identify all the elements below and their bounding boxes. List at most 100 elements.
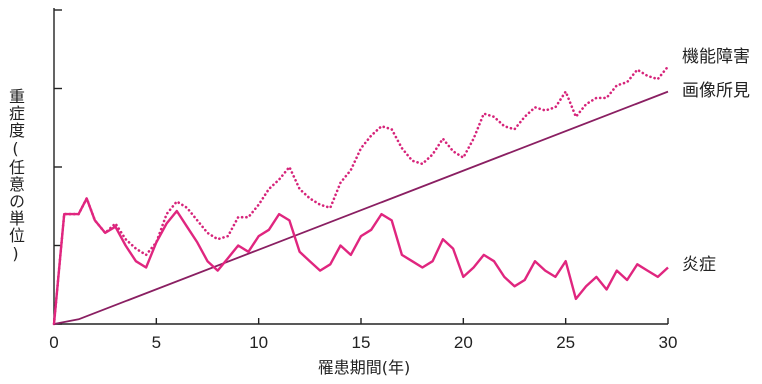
- series-0-point-14: [197, 220, 198, 221]
- x-tick-label-6: 30: [659, 333, 678, 352]
- series-2-point-46: [524, 279, 525, 280]
- series-2-point-29: [350, 254, 351, 255]
- series-2-point-33: [391, 220, 392, 221]
- series-2-point-10: [156, 242, 157, 243]
- series-2-point-1: [64, 214, 65, 215]
- series-2-point-31: [371, 229, 372, 230]
- series-0-point-24: [299, 188, 300, 189]
- x-tick-label-1: 5: [152, 333, 161, 352]
- series-2-point-27: [330, 264, 331, 265]
- series-2-point-17: [227, 258, 228, 259]
- series-2-point-55: [616, 270, 617, 271]
- series-2-point-44: [504, 276, 505, 277]
- series-2-point-50: [565, 261, 566, 262]
- series-0-point-6: [115, 223, 116, 224]
- series-2-point-28: [340, 245, 341, 246]
- series-0-point-36: [422, 163, 423, 164]
- series-line-1: [53, 90, 669, 325]
- series-label-functional: 機能障害: [682, 47, 750, 67]
- series-0-point-53: [596, 97, 597, 98]
- series-0-point-55: [616, 85, 617, 86]
- series-2-point-30: [360, 236, 361, 237]
- series-0-point-35: [412, 160, 413, 161]
- x-tick-label-2: 10: [249, 333, 268, 352]
- series-0-point-28: [340, 182, 341, 183]
- series-0-point-11: [166, 214, 167, 215]
- series-2-point-15: [207, 261, 208, 262]
- series-0-point-56: [627, 82, 628, 83]
- series-2-point-2: [78, 214, 79, 215]
- series-2-point-42: [483, 254, 484, 255]
- series-2-point-59: [657, 276, 658, 277]
- series-0-point-18: [238, 217, 239, 218]
- x-tick-label-5: 25: [556, 333, 575, 352]
- series-2-point-14: [197, 242, 198, 243]
- series-layer: [52, 65, 670, 326]
- series-0-point-44: [504, 126, 505, 127]
- series-2-point-9: [146, 267, 147, 268]
- series-0-point-50: [565, 91, 566, 92]
- series-2-point-24: [299, 251, 300, 252]
- series-2-point-26: [320, 270, 321, 271]
- series-2-point-41: [473, 267, 474, 268]
- series-0-point-13: [186, 207, 187, 208]
- series-0-point-20: [258, 204, 259, 205]
- series-1-point-1: [78, 319, 79, 320]
- series-2-point-36: [422, 267, 423, 268]
- series-1-point-2: [667, 91, 668, 92]
- series-0-point-8: [135, 248, 136, 249]
- series-0-point-27: [330, 207, 331, 208]
- series-2-point-11: [166, 223, 167, 224]
- series-2-point-34: [401, 254, 402, 255]
- series-0-point-9: [146, 254, 147, 255]
- series-0-point-57: [637, 69, 638, 70]
- series-2-point-38: [442, 239, 443, 240]
- series-2-point-52: [586, 286, 587, 287]
- series-0-point-34: [401, 148, 402, 149]
- series-2-point-13: [186, 226, 187, 227]
- series-0-point-21: [268, 188, 269, 189]
- x-axis-title: 罹患期間(年): [318, 358, 411, 377]
- series-2-point-12: [176, 210, 177, 211]
- series-0-point-12: [176, 201, 177, 202]
- series-2-point-49: [555, 276, 556, 277]
- series-2-point-0: [53, 323, 54, 324]
- series-2-point-51: [575, 298, 576, 299]
- series-2-point-45: [514, 286, 515, 287]
- series-0-point-60: [667, 66, 668, 67]
- series-2-point-40: [463, 276, 464, 277]
- series-0-point-23: [289, 166, 290, 167]
- series-line-0: [52, 65, 670, 326]
- series-0-point-32: [381, 126, 382, 127]
- series-0-point-40: [463, 157, 464, 158]
- series-0-point-58: [647, 75, 648, 76]
- y-axis-title: 重症度(任意の単位): [6, 88, 25, 264]
- series-2-point-53: [596, 276, 597, 277]
- series-2-point-18: [238, 245, 239, 246]
- series-0-point-16: [217, 239, 218, 240]
- series-2-point-22: [279, 214, 280, 215]
- series-label-imaging: 画像所見: [682, 81, 750, 101]
- series-2-point-5: [105, 232, 106, 233]
- series-0-point-7: [125, 239, 126, 240]
- series-0-point-49: [555, 107, 556, 108]
- series-0-point-52: [586, 104, 587, 105]
- point-layer: [53, 66, 668, 325]
- x-tick-labels: 0 5 10 15 20 25 30: [49, 333, 677, 352]
- series-0-point-38: [442, 138, 443, 139]
- series-2-point-8: [135, 261, 136, 262]
- series-2-point-21: [268, 229, 269, 230]
- series-0-point-17: [227, 236, 228, 237]
- series-2-point-54: [606, 289, 607, 290]
- series-0-point-25: [309, 198, 310, 199]
- series-0-point-46: [524, 116, 525, 117]
- series-2-point-47: [534, 261, 535, 262]
- series-0-point-31: [371, 135, 372, 136]
- series-2-point-57: [637, 264, 638, 265]
- series-2-point-60: [667, 267, 668, 268]
- series-2-point-48: [545, 270, 546, 271]
- series-0-point-39: [453, 151, 454, 152]
- series-0-point-33: [391, 129, 392, 130]
- series-0-point-54: [606, 97, 607, 98]
